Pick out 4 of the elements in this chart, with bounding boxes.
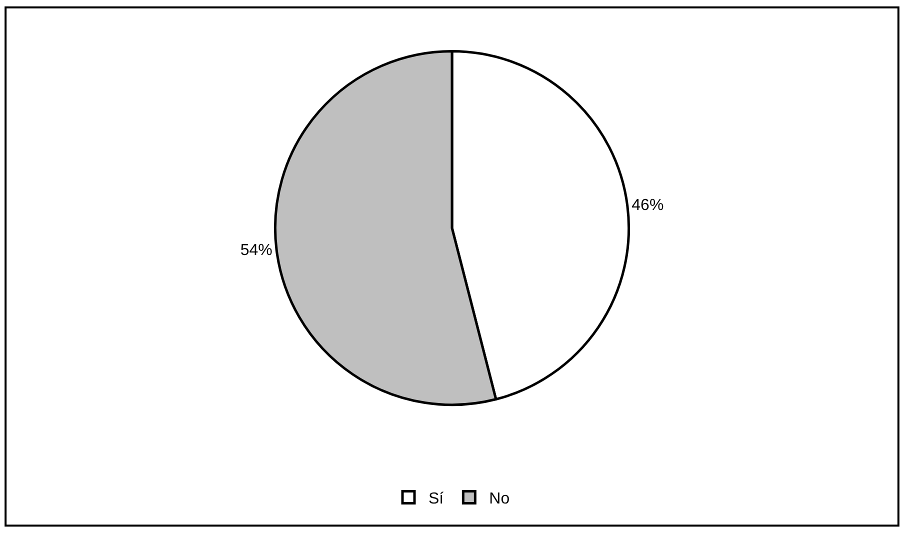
legend-label: No — [489, 490, 510, 508]
data-label: 46% — [632, 197, 664, 214]
data-label: 54% — [240, 242, 272, 259]
legend-label: Sí — [428, 490, 444, 508]
